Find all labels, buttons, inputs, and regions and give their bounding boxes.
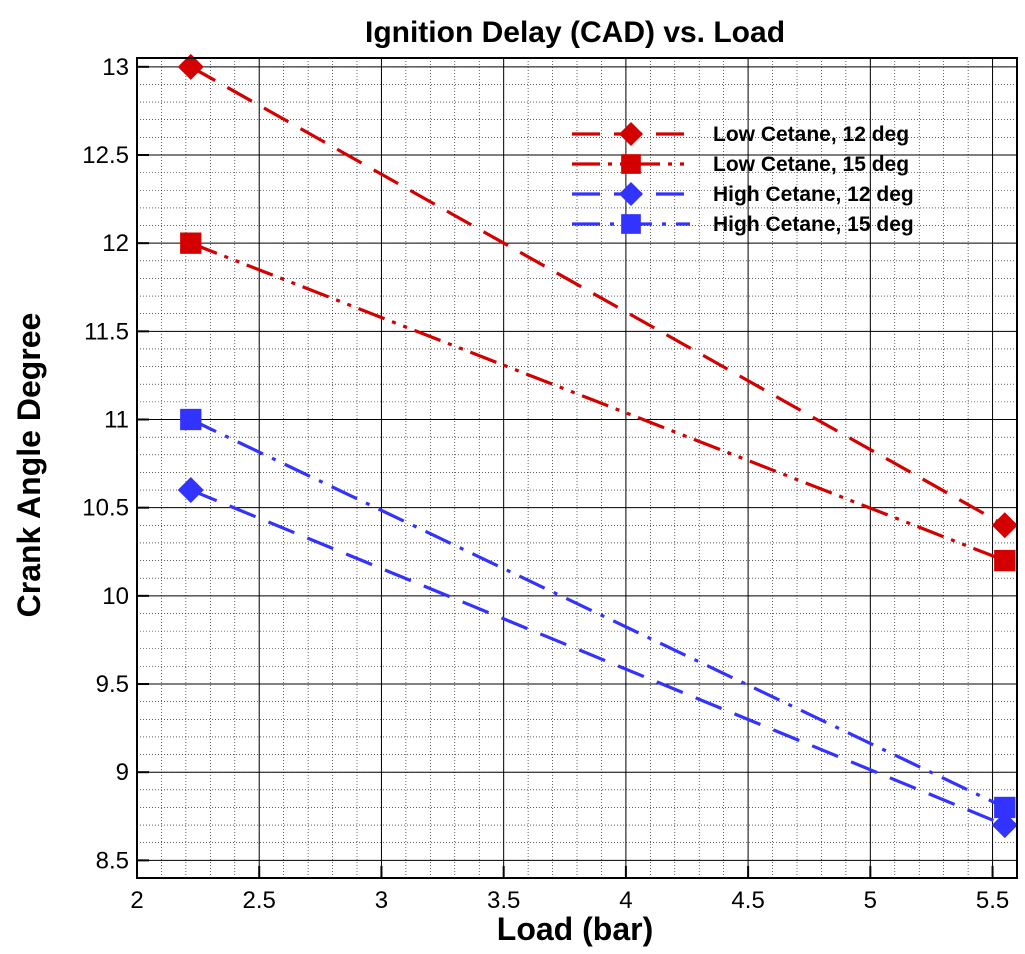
series-group [180,232,1016,572]
legend-label: High Cetane, 15 deg [713,213,914,236]
legend-label: Low Cetane, 15 deg [713,153,909,176]
data-point-square [994,796,1016,819]
plot-frame [136,57,1018,879]
x-tick-label: 5.5 [976,887,1009,914]
x-tick-label: 3.5 [487,887,520,914]
data-point-diamond [991,512,1018,539]
x-tick-label: 2.5 [243,887,276,914]
legend: Low Cetane, 12 deg Low Cetane, 15 deg High… [572,122,914,236]
y-tick-label: 8.5 [96,847,129,874]
data-point-diamond [177,477,204,504]
series-group [177,53,1018,539]
y-tick-label: 12 [102,230,129,257]
data-point-square [180,232,202,254]
x-tick-label: 4.5 [731,887,764,914]
y-tick-label: 11 [104,407,129,434]
series-line [189,65,1006,527]
legend-marker-diamond [619,122,643,146]
minor-grid [136,58,1018,879]
data-point-diamond [177,53,204,80]
y-tick-label: 10.5 [82,495,129,522]
x-tick-label: 5 [864,887,877,914]
data-point-square [994,549,1016,572]
y-tick-label: 12.5 [82,142,129,169]
data-point-diamond [991,812,1018,839]
series-group [180,408,1016,819]
x-tick-label: 3 [375,887,388,914]
legend-marker-square [621,214,641,234]
legend-marker-diamond [619,182,643,206]
y-tick-label: 9 [116,759,129,786]
series-line [190,241,1006,563]
y-tick-label: 11.5 [84,318,129,345]
series-line [190,418,1006,809]
y-tick-label: 13 [102,54,129,81]
x-tick-label: 2 [130,887,143,914]
y-tick-label: 10 [102,583,129,610]
series-layer [177,53,1018,839]
series-line [190,488,1006,827]
legend-label: High Cetane, 12 deg [713,183,914,206]
chart-title: Ignition Delay (CAD) vs. Load [365,16,785,49]
series-group [177,477,1018,839]
legend-label: Low Cetane, 12 deg [713,123,909,146]
data-point-square [180,408,202,431]
axis-ticks: 2 2.5 3 3.5 4 4.5 5 5.5 8.5 9 9.5 10 10.5 11 11.5 12 12.… [82,54,1009,914]
y-tick-label: 9.5 [96,671,129,698]
x-axis-label: Load (bar) [497,911,653,947]
legend-marker-square [621,154,641,174]
x-tick-label: 4 [619,887,632,914]
y-axis-label: Crank Angle Degree [11,313,47,618]
